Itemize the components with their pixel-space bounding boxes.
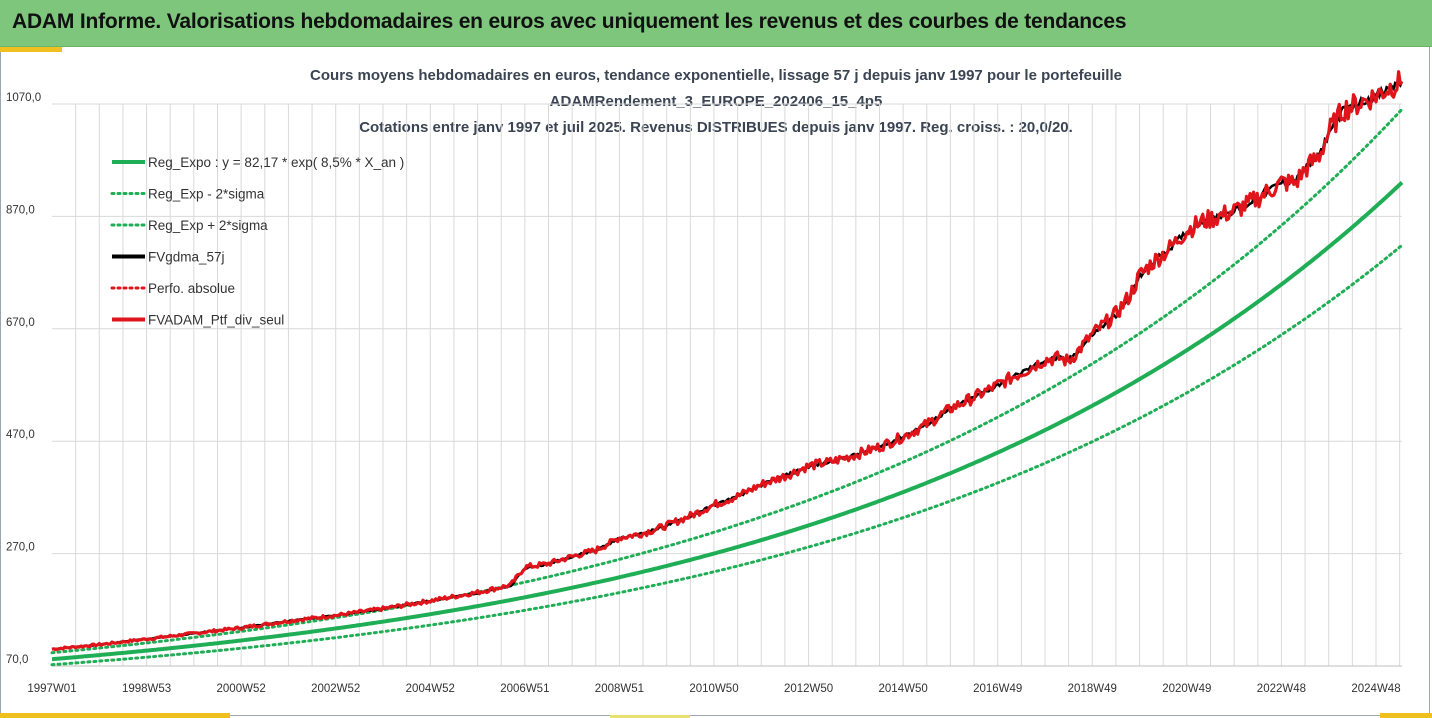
x-tick-label: 2022W48 — [1257, 683, 1306, 695]
x-tick-label: 2002W52 — [311, 683, 360, 695]
legend-label: Reg_Exp - 2*sigma — [148, 187, 265, 202]
x-tick-label: 2000W52 — [217, 683, 266, 695]
y-tick-label: 470,0 — [6, 429, 35, 441]
series-reg-exp-plus-2sigma — [50, 107, 1404, 655]
x-tick-label: 2006W51 — [500, 683, 549, 695]
y-tick-label: 270,0 — [6, 542, 35, 554]
x-tick-label: 2004W52 — [406, 683, 455, 695]
legend-label: FVgdma_57j — [148, 250, 225, 265]
x-tick-label: 2024W48 — [1351, 683, 1400, 695]
legend-label: Reg_Expo : y = 82,17 * exp( 8,5% * X_an … — [148, 155, 404, 170]
x-tick-label: 2014W50 — [879, 683, 928, 695]
chart-title-line-1: Cours moyens hebdomadaires en euros, ten… — [310, 67, 1122, 84]
x-tick-label: 2008W51 — [595, 683, 644, 695]
series-reg-exp-minus-2sigma — [50, 243, 1404, 667]
axes: 70,0 270,0 470,0 670,0 870,0 1070,0 1997W01 199… — [6, 92, 1402, 695]
x-tick-label: 2010W50 — [689, 683, 738, 695]
y-tick-label: 70,0 — [6, 654, 28, 666]
x-tick-label: 1998W53 — [122, 683, 171, 695]
series-lines — [50, 70, 1404, 667]
x-tick-label: 2018W49 — [1068, 683, 1117, 695]
y-tick-label: 1070,0 — [6, 92, 41, 104]
grid-lines — [52, 103, 1402, 666]
accent-bar-top-left — [0, 47, 62, 52]
y-tick-label: 670,0 — [6, 317, 35, 329]
x-tick-label: 2020W49 — [1162, 683, 1211, 695]
legend: Reg_Expo : y = 82,17 * exp( 8,5% * X_an … — [110, 155, 404, 328]
legend-label: Reg_Exp + 2*sigma — [148, 218, 268, 233]
series-reg-expo — [51, 181, 1404, 662]
chart-title-line-3: Cotations entre janv 1997 et juil 2025. … — [359, 119, 1073, 136]
accent-bar-bottom-middle — [610, 715, 690, 718]
legend-label: FVADAM_Ptf_div_seul — [148, 313, 284, 328]
accent-bar-bottom-right — [1380, 713, 1432, 718]
accent-bar-bottom-left — [0, 713, 230, 718]
header-banner: ADAM Informe. Valorisations hebdomadaire… — [0, 0, 1432, 47]
x-tick-label: 1997W01 — [27, 683, 76, 695]
y-tick-label: 870,0 — [6, 204, 35, 216]
x-tick-label: 2012W50 — [784, 683, 833, 695]
legend-label: Perfo. absolue — [148, 281, 235, 296]
chart-title-line-2: ADAMRendement_3_EUROPE_202406_15_4p5 — [549, 93, 883, 110]
x-tick-label: 2016W49 — [973, 683, 1022, 695]
page-title: ADAM Informe. Valorisations hebdomadaire… — [12, 10, 1127, 33]
series-fvadam-ptf-div-seul — [51, 70, 1404, 652]
